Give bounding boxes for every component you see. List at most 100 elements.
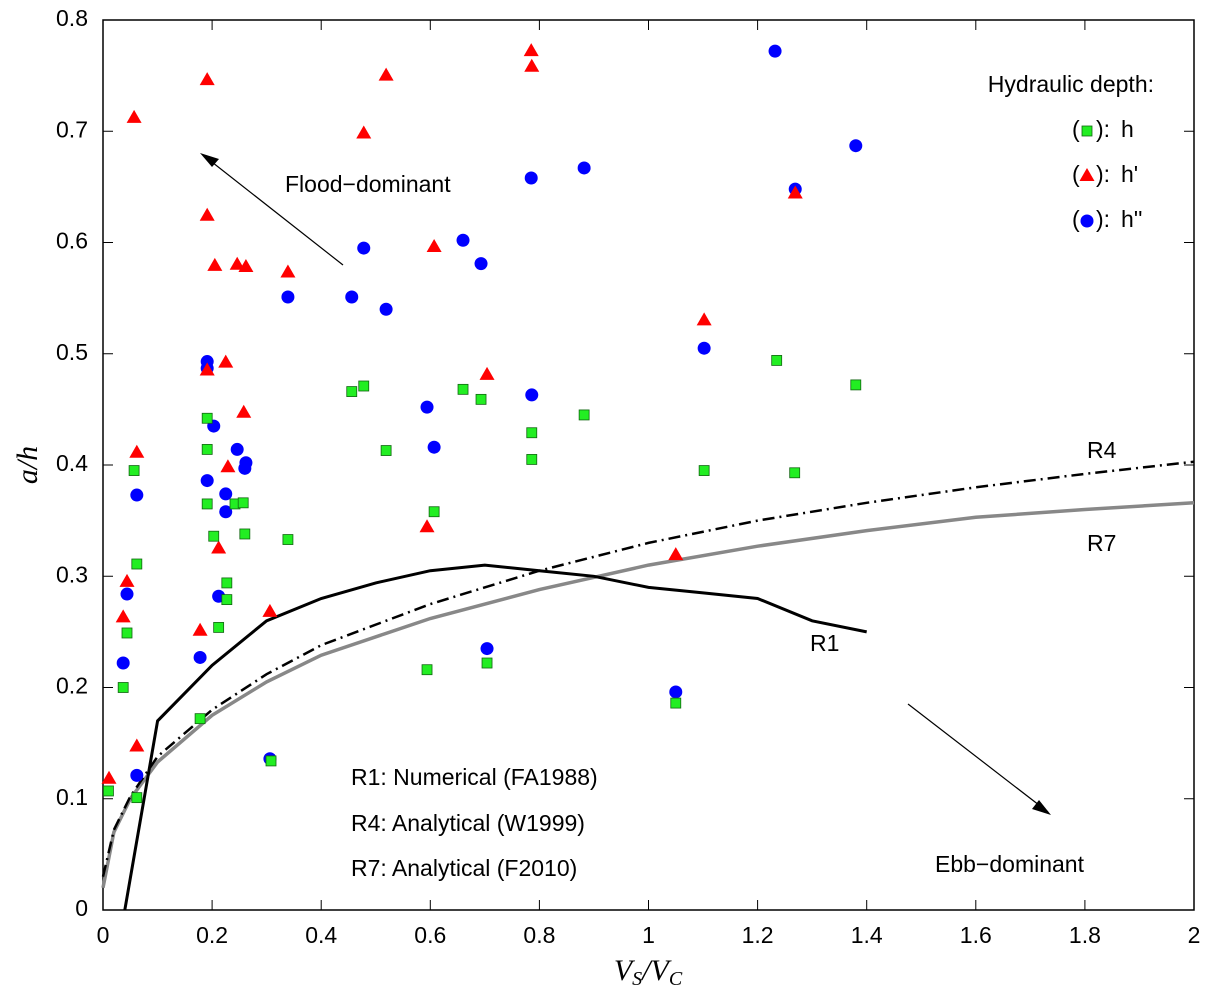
marker [480,642,494,656]
x-tick-label: 0.6 [414,922,446,948]
curve [123,563,867,911]
marker [669,685,683,699]
x-tick-label: 1.2 [742,922,774,948]
x-tick-label: 0 [97,922,110,948]
marker-layer [101,43,863,804]
marker [103,785,114,797]
marker [230,442,244,456]
marker [577,161,591,175]
marker [578,409,590,421]
y-tick-label: 0.8 [56,5,88,31]
curve-label: R7 [1087,530,1116,556]
marker [219,487,233,501]
marker [200,474,214,488]
marker [849,139,863,153]
marker [121,627,133,639]
marker [768,44,782,58]
marker [525,388,539,402]
x-axis-label: VS/VC [614,954,683,990]
x-tick-label: 1.4 [851,922,883,948]
marker [199,207,215,221]
marker [456,233,470,247]
marker [282,534,294,545]
marker [236,404,252,418]
marker [426,238,442,252]
marker [220,459,236,473]
marker [668,547,684,561]
note: R7: Analytical (F2010) [351,855,577,881]
legend-close: ): [1096,206,1110,232]
marker [420,400,434,414]
marker [262,603,278,617]
marker [192,622,208,636]
legend-marker [1080,214,1094,228]
marker [239,456,253,470]
marker [239,528,251,540]
legend-label: h [1121,116,1134,142]
marker [280,264,296,278]
marker [524,171,538,185]
marker [237,497,249,509]
marker [229,256,245,270]
plot-frame [102,19,1195,911]
marker [787,185,803,199]
marker [345,290,359,304]
marker [219,505,233,519]
flood-arrow [202,154,344,266]
note: R1: Numerical (FA1988) [351,764,598,790]
marker [194,713,206,725]
marker [130,768,144,782]
note: R4: Analytical (W1999) [351,810,585,836]
marker [457,383,469,395]
y-axis-label: a/h [11,446,44,484]
marker [201,412,213,424]
marker [101,770,117,784]
marker [199,72,215,86]
y-tick-label: 0 [75,895,88,921]
marker [115,609,131,623]
marker [221,577,233,589]
marker [131,792,143,804]
curve [101,501,1195,889]
marker [475,393,487,405]
marker [221,594,233,606]
ebb-arrow [907,703,1049,813]
marker [211,540,227,554]
marker [474,257,488,271]
marker [379,302,393,316]
legend-close: ): [1096,116,1110,142]
ebb-arrowhead [1032,800,1051,815]
marker [789,467,801,479]
marker [201,498,213,510]
marker [481,657,493,669]
y-tick-label: 0.6 [56,228,88,254]
line-layer [101,460,1195,911]
marker [193,650,207,664]
legend-title: Hydraulic depth: [988,71,1154,97]
marker [526,427,538,439]
marker [850,379,862,391]
marker [116,656,130,670]
marker [120,587,134,601]
marker [129,444,145,458]
annotation: Flood−dominant [285,171,451,197]
marker [201,444,213,455]
curve-label: R4 [1087,437,1117,463]
marker [670,697,682,709]
marker [421,664,433,676]
y-tick-label: 0.1 [56,784,88,810]
marker [346,386,358,397]
marker [380,445,392,456]
x-tick-label: 0.2 [196,922,228,948]
marker [479,366,495,380]
marker [524,58,540,72]
marker [771,355,783,366]
marker [218,354,234,368]
curve [101,460,1195,877]
marker [428,506,440,518]
x-axis-label-part: C [669,968,683,990]
marker [126,109,142,123]
marker [117,682,129,693]
x-tick-label: 2 [1188,922,1201,948]
x-tick-label: 1 [642,922,655,948]
